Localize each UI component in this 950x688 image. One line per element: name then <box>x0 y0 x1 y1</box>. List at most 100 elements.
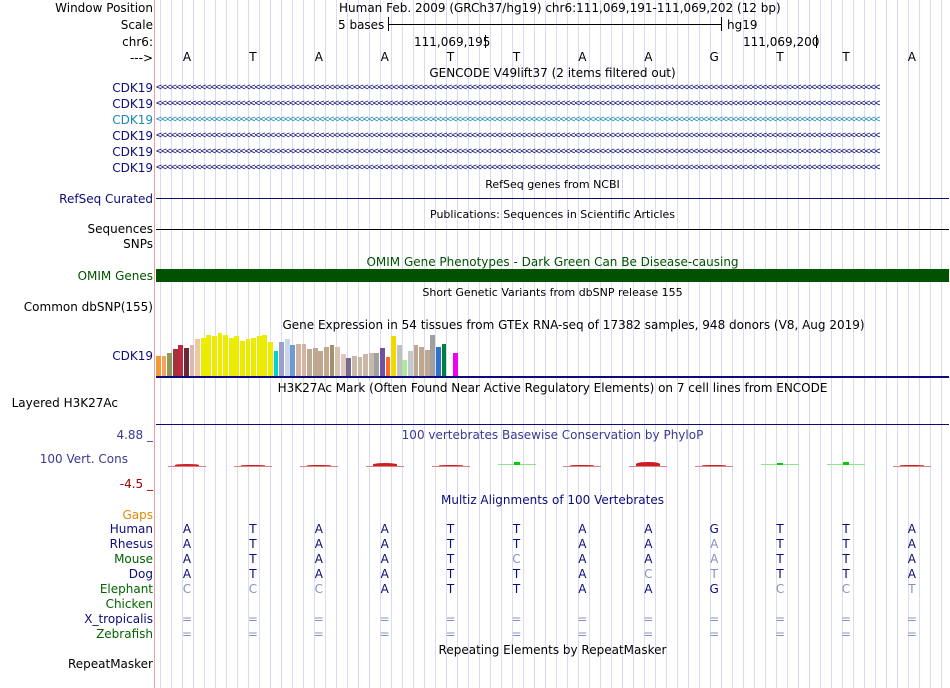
refseq-curated-line[interactable] <box>156 198 949 199</box>
gtex-tissue-bar[interactable] <box>273 351 279 376</box>
gencode-item-arrows[interactable]: <<<<<<<<<<<<<<<<<<<<<<<<<<<<<<<<<<<<<<<<… <box>156 162 880 173</box>
gtex-tissue-bar[interactable] <box>380 348 385 376</box>
omim-genes-label[interactable]: OMIM Genes <box>77 269 153 283</box>
gtex-tissue-bar[interactable] <box>284 339 290 376</box>
gtex-gene-label[interactable]: CDK19 <box>112 349 153 363</box>
species-label[interactable]: Rhesus <box>109 537 153 551</box>
gtex-tissue-bar[interactable] <box>396 345 402 376</box>
gtex-tissue-bar[interactable] <box>307 349 312 376</box>
refseq-track-title[interactable]: RefSeq genes from NCBI <box>485 178 620 191</box>
gencode-item-label[interactable]: CDK19 <box>112 129 153 143</box>
species-label[interactable]: Chicken <box>105 597 153 611</box>
gtex-tissue-bar[interactable] <box>279 342 284 376</box>
label-divider[interactable] <box>154 0 155 688</box>
gtex-tissue-bar[interactable] <box>256 336 262 376</box>
species-label[interactable]: Mouse <box>114 552 153 566</box>
gtex-tissue-bar[interactable] <box>329 345 335 376</box>
gtex-tissue-bar[interactable] <box>245 339 251 376</box>
gtex-tissue-bar[interactable] <box>178 345 184 376</box>
gencode-item-arrows[interactable]: <<<<<<<<<<<<<<<<<<<<<<<<<<<<<<<<<<<<<<<<… <box>156 146 880 157</box>
gtex-tissue-bar[interactable] <box>195 339 200 376</box>
gtex-tissue-bar[interactable] <box>251 338 256 376</box>
snps-label[interactable]: SNPs <box>123 237 153 251</box>
gtex-tissue-bar[interactable] <box>290 345 296 376</box>
gtex-tissue-bar[interactable] <box>206 335 212 376</box>
phylop-score-mark[interactable] <box>175 464 199 466</box>
species-label[interactable]: Dog <box>128 567 153 581</box>
gtex-tissue-bar[interactable] <box>324 347 329 376</box>
gtex-tissue-bar[interactable] <box>402 360 408 376</box>
gtex-tissue-bar[interactable] <box>296 344 301 376</box>
phylop-score-mark[interactable] <box>513 462 520 465</box>
gtex-tissue-bar[interactable] <box>312 348 318 376</box>
gtex-track-title[interactable]: Gene Expression in 54 tissues from GTEx … <box>282 318 865 332</box>
gtex-tissue-bar[interactable] <box>167 353 172 376</box>
gtex-tissue-bar[interactable] <box>419 347 424 376</box>
phylop-score-mark[interactable] <box>636 462 661 466</box>
omim-gene-bar[interactable] <box>156 269 949 282</box>
gtex-tissue-bar[interactable] <box>346 358 352 376</box>
species-label[interactable]: X_tropicalis <box>84 612 153 626</box>
gtex-tissue-bar[interactable] <box>430 335 436 376</box>
phylop-score-mark[interactable] <box>899 465 924 466</box>
gtex-tissue-bar[interactable] <box>156 356 161 376</box>
gtex-tissue-bar[interactable] <box>363 354 368 376</box>
gtex-tissue-bar[interactable] <box>357 357 363 376</box>
gtex-tissue-bar[interactable] <box>436 347 441 376</box>
gtex-tissue-bar[interactable] <box>452 353 458 376</box>
gtex-tissue-bar[interactable] <box>268 342 273 376</box>
gencode-item-label[interactable]: CDK19 <box>112 145 153 159</box>
gtex-tissue-bar[interactable] <box>374 353 380 376</box>
gtex-tissue-bar[interactable] <box>441 344 447 376</box>
gtex-tissue-bar[interactable] <box>340 354 346 376</box>
gencode-item-arrows[interactable]: <<<<<<<<<<<<<<<<<<<<<<<<<<<<<<<<<<<<<<<<… <box>156 114 880 125</box>
gtex-tissue-bar[interactable] <box>318 351 324 376</box>
gencode-item-label[interactable]: CDK19 <box>112 97 153 111</box>
gtex-tissue-bar[interactable] <box>228 338 234 376</box>
gtex-tissue-bar[interactable] <box>234 336 240 376</box>
phylop-score-mark[interactable] <box>372 463 397 466</box>
gtex-tissue-bar[interactable] <box>408 351 413 376</box>
phylop-track-label[interactable]: 100 Vert. Cons <box>39 452 128 466</box>
gtex-tissue-bar[interactable] <box>352 356 357 376</box>
species-label[interactable]: Elephant <box>99 582 153 596</box>
gencode-item-arrows[interactable]: <<<<<<<<<<<<<<<<<<<<<<<<<<<<<<<<<<<<<<<<… <box>156 130 880 141</box>
gtex-tissue-bar[interactable] <box>391 336 396 376</box>
refseq-curated-label[interactable]: RefSeq Curated <box>59 192 153 206</box>
gtex-tissue-bar[interactable] <box>240 341 245 376</box>
multiz-track-title[interactable]: Multiz Alignments of 100 Vertebrates <box>440 493 665 507</box>
phylop-score-mark[interactable] <box>306 465 331 466</box>
gencode-track-title[interactable]: GENCODE V49lift37 (2 items filtered out) <box>429 66 676 80</box>
gencode-item-label[interactable]: CDK19 <box>112 81 153 95</box>
gtex-tissue-bar[interactable] <box>212 336 217 376</box>
publications-track-title[interactable]: Publications: Sequences in Scientific Ar… <box>430 208 675 221</box>
layered-h3k27ac-label[interactable]: Layered H3K27Ac <box>11 396 118 410</box>
gencode-item-label[interactable]: CDK19 <box>112 113 153 127</box>
h3k27ac-track-title[interactable]: H3K27Ac Mark (Often Found Near Active Re… <box>277 381 828 395</box>
gtex-tissue-bar[interactable] <box>424 350 430 376</box>
repeatmasker-label[interactable]: RepeatMasker <box>67 657 153 671</box>
gencode-item-arrows[interactable]: <<<<<<<<<<<<<<<<<<<<<<<<<<<<<<<<<<<<<<<<… <box>156 98 880 109</box>
gencode-item-label[interactable]: CDK19 <box>112 161 153 175</box>
phylop-score-mark[interactable] <box>240 465 265 466</box>
phylop-score-mark[interactable] <box>843 462 849 465</box>
phylop-score-mark[interactable] <box>570 465 595 466</box>
gtex-tissue-bar[interactable] <box>161 356 167 376</box>
sequences-line[interactable] <box>156 229 949 230</box>
phylop-score-mark[interactable] <box>438 465 463 466</box>
species-label[interactable]: Human <box>109 522 153 536</box>
gtex-tissue-bar[interactable] <box>385 357 391 376</box>
gtex-tissue-bar[interactable] <box>368 353 374 376</box>
gtex-tissue-bar[interactable] <box>335 347 340 376</box>
phylop-track-title[interactable]: 100 vertebrates Basewise Conservation by… <box>401 428 704 442</box>
gtex-tissue-bar[interactable] <box>223 335 228 376</box>
species-label[interactable]: Zebrafish <box>96 627 153 641</box>
common-dbsnp-label[interactable]: Common dbSNP(155) <box>23 300 153 314</box>
omim-track-title[interactable]: OMIM Gene Phenotypes - Dark Green Can Be… <box>366 255 739 269</box>
gtex-tissue-bar[interactable] <box>447 344 452 376</box>
repeatmasker-track-title[interactable]: Repeating Elements by RepeatMasker <box>438 643 667 657</box>
gtex-tissue-bar[interactable] <box>189 345 195 376</box>
gtex-tissue-bar[interactable] <box>413 345 419 376</box>
gtex-tissue-bar[interactable] <box>172 349 178 376</box>
dbsnp-track-title[interactable]: Short Genetic Variants from dbSNP releas… <box>422 286 683 299</box>
